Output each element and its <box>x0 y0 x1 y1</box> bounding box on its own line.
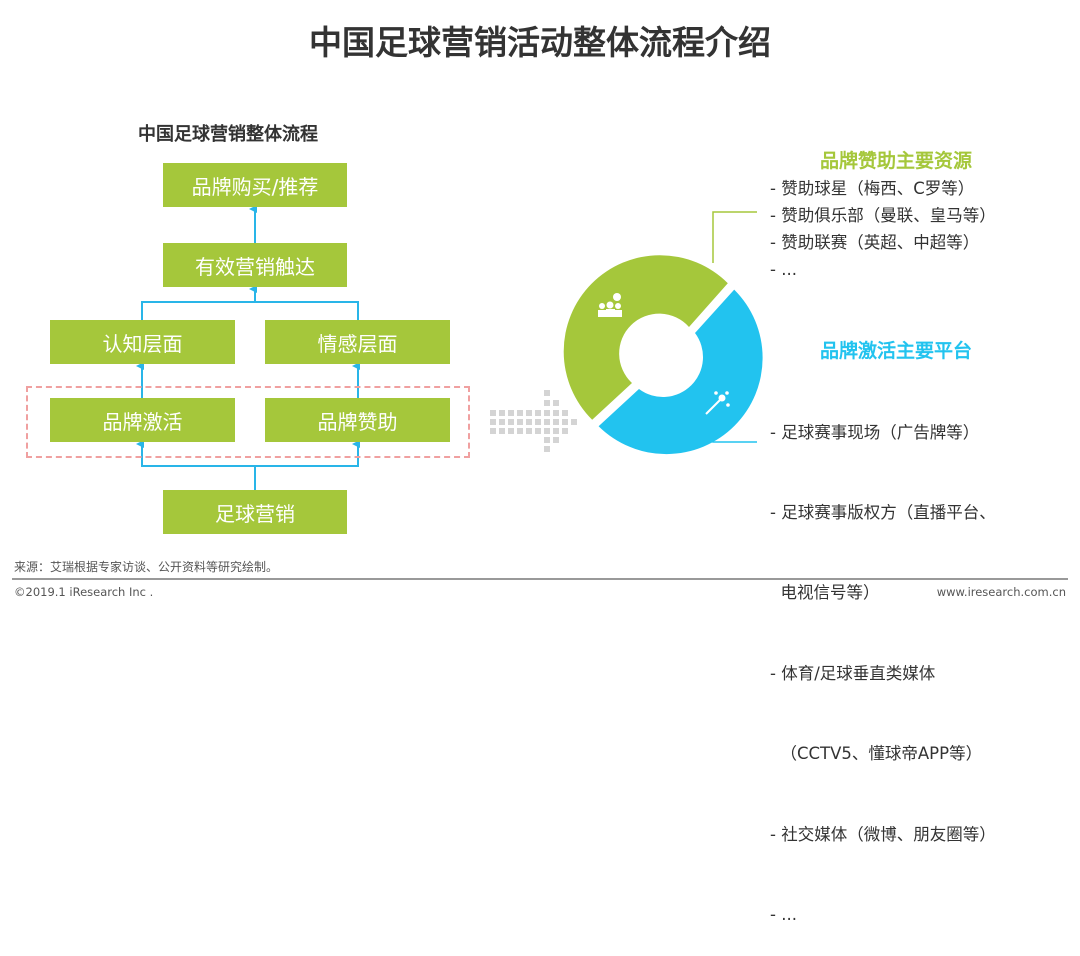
pixel <box>544 400 550 406</box>
people-money-icon <box>598 293 622 317</box>
pixel <box>553 437 559 443</box>
pixel <box>490 410 496 416</box>
sponsorship-list: - 赞助球星（梅西、C罗等） - 赞助俱乐部（曼联、皇马等） - 赞助联赛（英超… <box>770 175 996 283</box>
donut-segment-sponsorship <box>563 255 728 420</box>
list-item: - ... <box>770 904 797 924</box>
pixel <box>544 419 550 425</box>
activation-list: - 足球赛事现场（广告牌等） - 足球赛事版权方（直播平台、 电视信号等） - … <box>770 366 996 956</box>
pixel <box>526 419 532 425</box>
box-sponsorship: 品牌赞助 <box>265 398 450 442</box>
list-item: - 社交媒体（微博、朋友圈等） <box>770 824 996 844</box>
box-reach: 有效营销触达 <box>163 243 347 287</box>
pixel <box>544 437 550 443</box>
pixel <box>517 410 523 416</box>
activation-heading: 品牌激活主要平台 <box>820 340 973 362</box>
pixel <box>490 428 496 434</box>
pixel <box>508 410 514 416</box>
list-item: 电视信号等） <box>770 583 880 603</box>
pixel <box>526 428 532 434</box>
list-item: - 赞助俱乐部（曼联、皇马等） <box>770 206 996 225</box>
pixel <box>517 428 523 434</box>
pixel <box>553 410 559 416</box>
pixel <box>535 410 541 416</box>
pixel <box>508 428 514 434</box>
pixel <box>562 428 568 434</box>
list-item: （CCTV5、懂球帝APP等） <box>770 744 983 764</box>
highlight-dashed-frame <box>26 386 470 458</box>
pixel <box>544 390 550 396</box>
bracket-sponsorship <box>712 211 757 263</box>
connector-levels <box>141 301 359 320</box>
page-title: 中国足球营销活动整体流程介绍 <box>309 23 771 62</box>
box-cognition: 认知层面 <box>50 320 235 364</box>
pixel <box>526 410 532 416</box>
donut-chart <box>563 255 763 455</box>
flow-connectors: (function(){var g=document.currentScript… <box>136 205 763 490</box>
box-purchase: 品牌购买/推荐 <box>163 163 347 207</box>
box-activation: 品牌激活 <box>50 398 235 442</box>
pixel <box>544 446 550 452</box>
pixel <box>499 410 505 416</box>
list-item: - 赞助联赛（英超、中超等） <box>770 233 980 252</box>
website-link[interactable]: www.iresearch.com.cn <box>936 585 1066 599</box>
list-item: - 足球赛事版权方（直播平台、 <box>770 502 996 522</box>
pixel <box>553 428 559 434</box>
pixel <box>508 419 514 425</box>
donut-segment-activation <box>598 289 763 455</box>
connector-marketing <box>136 440 360 467</box>
pixel <box>490 419 496 425</box>
source-note: 来源：艾瑞根据专家访谈、公开资料等研究绘制。 <box>14 560 279 574</box>
pixel <box>544 410 550 416</box>
bracket-activation <box>712 425 757 443</box>
list-item: - 体育/足球垂直类媒体 <box>770 663 936 683</box>
footer-divider <box>12 578 1068 580</box>
list-item: - ... <box>770 260 797 279</box>
box-emotion: 情感层面 <box>265 320 450 364</box>
pixel <box>499 419 505 425</box>
pixel <box>562 410 568 416</box>
list-item: - 赞助球星（梅西、C罗等） <box>770 179 975 198</box>
pixel <box>544 428 550 434</box>
pixel <box>571 419 577 425</box>
pixel <box>535 428 541 434</box>
pixel <box>553 400 559 406</box>
box-football-marketing: 足球营销 <box>163 490 347 534</box>
sponsorship-heading: 品牌赞助主要资源 <box>820 150 973 172</box>
pixel <box>553 419 559 425</box>
pixel <box>499 428 505 434</box>
pixel <box>562 419 568 425</box>
magic-wand-icon <box>705 391 730 415</box>
pixel <box>535 419 541 425</box>
pixel-arrow-icon: (function(){var g=document.currentScript… <box>490 390 577 452</box>
pixel <box>517 419 523 425</box>
list-item: - 足球赛事现场（广告牌等） <box>770 422 980 442</box>
flow-subtitle: 中国足球营销整体流程 <box>138 124 318 145</box>
copyright: ©2019.1 iResearch Inc . <box>14 585 154 599</box>
